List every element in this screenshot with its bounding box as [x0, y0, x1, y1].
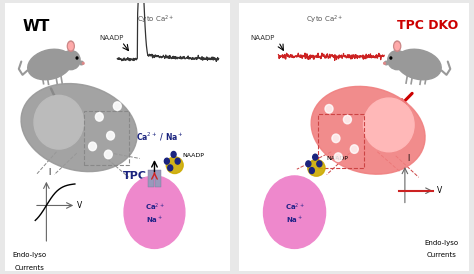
- Ellipse shape: [175, 158, 180, 164]
- Text: Ca$^{2+}$: Ca$^{2+}$: [285, 202, 304, 213]
- Ellipse shape: [89, 142, 97, 151]
- Ellipse shape: [164, 158, 169, 164]
- Text: NAADP: NAADP: [182, 153, 204, 158]
- Ellipse shape: [383, 62, 385, 64]
- Bar: [147, 170, 154, 187]
- Bar: [83, 112, 128, 165]
- Ellipse shape: [334, 153, 342, 161]
- Ellipse shape: [80, 61, 83, 65]
- Ellipse shape: [168, 165, 173, 171]
- Ellipse shape: [124, 176, 185, 249]
- Ellipse shape: [390, 57, 392, 59]
- Ellipse shape: [364, 98, 414, 152]
- Text: TPC: TPC: [123, 171, 147, 181]
- Ellipse shape: [325, 104, 333, 113]
- Text: TPC DKO: TPC DKO: [397, 19, 458, 32]
- Text: V: V: [77, 201, 82, 210]
- Ellipse shape: [95, 113, 103, 121]
- Ellipse shape: [82, 62, 84, 64]
- Text: Currents: Currents: [427, 252, 456, 258]
- Text: Endo-lyso: Endo-lyso: [425, 240, 459, 246]
- Text: NAADP: NAADP: [327, 156, 348, 161]
- Ellipse shape: [107, 131, 115, 140]
- FancyBboxPatch shape: [237, 0, 472, 274]
- Text: Ca$^{2+}$: Ca$^{2+}$: [145, 202, 164, 213]
- Text: Ca$^{2+}$ / Na$^+$: Ca$^{2+}$ / Na$^+$: [136, 131, 184, 143]
- FancyBboxPatch shape: [2, 0, 232, 274]
- Ellipse shape: [113, 102, 121, 110]
- Ellipse shape: [350, 145, 358, 153]
- Bar: [318, 114, 364, 168]
- Ellipse shape: [166, 157, 183, 173]
- Ellipse shape: [388, 50, 407, 70]
- Text: NAADP: NAADP: [99, 35, 124, 41]
- Ellipse shape: [76, 57, 78, 59]
- Ellipse shape: [27, 49, 72, 80]
- Ellipse shape: [395, 43, 400, 50]
- Text: Na$^+$: Na$^+$: [146, 215, 163, 225]
- Ellipse shape: [308, 159, 325, 176]
- Text: Endo-lyso: Endo-lyso: [12, 252, 46, 258]
- Ellipse shape: [393, 41, 401, 51]
- Ellipse shape: [69, 43, 73, 50]
- Text: I: I: [48, 169, 51, 177]
- Text: NAADP: NAADP: [251, 35, 275, 41]
- Ellipse shape: [67, 41, 74, 51]
- Ellipse shape: [317, 161, 322, 167]
- Ellipse shape: [62, 50, 80, 70]
- Ellipse shape: [309, 168, 314, 173]
- Ellipse shape: [306, 161, 311, 167]
- Bar: [155, 170, 162, 187]
- Text: WT: WT: [23, 19, 50, 34]
- Text: I: I: [407, 154, 409, 163]
- Text: Na$^+$: Na$^+$: [286, 215, 303, 225]
- Ellipse shape: [396, 49, 441, 80]
- Ellipse shape: [264, 176, 326, 249]
- Text: V: V: [437, 186, 442, 195]
- Ellipse shape: [311, 86, 425, 174]
- Ellipse shape: [34, 95, 83, 149]
- Ellipse shape: [171, 152, 176, 157]
- Ellipse shape: [104, 150, 112, 159]
- Ellipse shape: [332, 134, 340, 143]
- Text: Currents: Currents: [15, 265, 45, 270]
- Ellipse shape: [343, 115, 351, 124]
- Text: Cyto Ca$^{2+}$: Cyto Ca$^{2+}$: [306, 13, 343, 26]
- Ellipse shape: [21, 84, 137, 172]
- Ellipse shape: [384, 61, 388, 65]
- Text: Cyto Ca$^{2+}$: Cyto Ca$^{2+}$: [137, 13, 174, 26]
- Ellipse shape: [313, 154, 318, 160]
